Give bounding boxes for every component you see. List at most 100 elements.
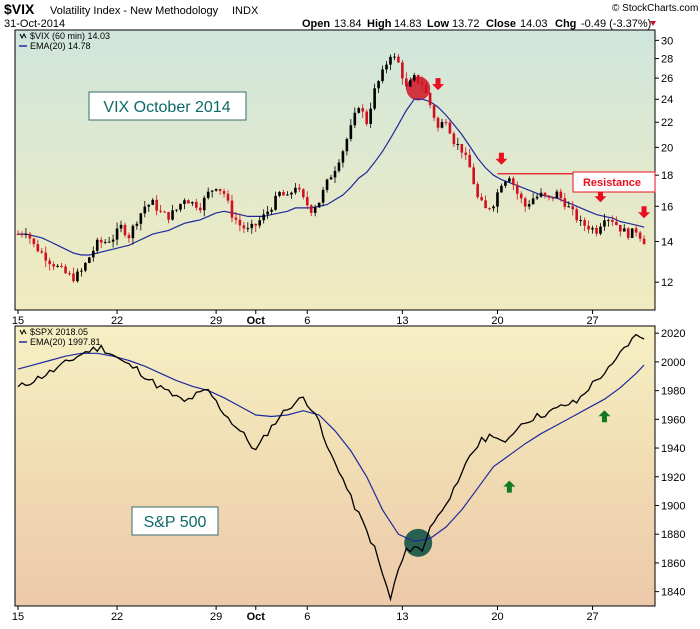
vix-candle: [500, 185, 503, 193]
vix-annotations: [406, 76, 651, 219]
vix-candle: [460, 144, 464, 153]
vix-candle: [91, 250, 95, 258]
vix-legend-price-swatch: [19, 32, 27, 40]
vix-candle: [191, 202, 194, 204]
y-tick-label: 1840: [661, 587, 685, 599]
vix-candle: [298, 187, 301, 190]
vix-down-arrow-icon: [432, 78, 445, 91]
vix-candle: [278, 191, 281, 196]
resistance-box: Resistance: [572, 171, 656, 193]
vix-candle: [357, 108, 361, 113]
vix-candle: [563, 198, 567, 207]
vix-candle: [401, 62, 404, 79]
vix-candle: [440, 122, 444, 128]
vix-candle: [218, 188, 222, 192]
vix-candle: [496, 192, 499, 207]
vix-candle: [294, 187, 297, 193]
vix-candle: [68, 273, 71, 275]
close-value: 14.03: [520, 18, 548, 30]
vix-candle: [309, 205, 313, 213]
vix-legend-price: $VIX (60 min) 14.03: [30, 31, 110, 41]
vix-candle: [436, 117, 440, 128]
vix-candle: [405, 78, 408, 87]
vix-candle: [638, 232, 642, 239]
spx-legend: $SPX 2018.05 EMA(20) 1997.81: [19, 327, 101, 347]
vix-candle: [571, 206, 575, 210]
vix-candle: [591, 227, 594, 230]
x-tick-label: 27: [586, 315, 598, 327]
spx-x-axis: 15 22 29 Oct 6 13 20 27: [12, 606, 599, 623]
vix-candle: [179, 203, 182, 210]
vix-peak-circle: [406, 76, 431, 101]
vix-title-frame: [88, 91, 247, 121]
vix-candle: [44, 252, 48, 261]
y-tick-label: 18: [661, 170, 673, 182]
vix-candle: [515, 184, 519, 194]
vix-candle: [575, 209, 579, 221]
vix-candle: [210, 190, 214, 192]
vix-candle: [290, 192, 293, 195]
vix-candle: [603, 220, 606, 227]
x-tick-label: 6: [304, 611, 310, 623]
vix-candle: [393, 56, 396, 58]
close-label: Close: [486, 18, 516, 30]
vix-candle: [52, 264, 55, 267]
vix-candle: [131, 225, 135, 239]
vix-candle: [519, 193, 523, 199]
y-tick-label: 1880: [661, 529, 685, 541]
x-tick-label: 29: [210, 315, 222, 327]
vix-candle: [242, 225, 246, 229]
vix-candle: [147, 204, 151, 207]
vix-candle: [119, 224, 123, 229]
vix-candle: [468, 154, 472, 168]
vix-candle: [238, 219, 242, 226]
x-tick-label: 15: [12, 315, 24, 327]
vix-candle: [250, 223, 254, 229]
spx-up-arrow-icon: [598, 410, 611, 423]
vix-candle: [99, 239, 103, 243]
vix-candle: [397, 56, 400, 63]
spx-title-frame: [131, 506, 219, 536]
vix-candle: [349, 125, 353, 139]
vix-candle: [476, 184, 479, 198]
vix-candle: [214, 188, 218, 191]
vix-candle: [559, 191, 563, 199]
vix-candle: [448, 122, 452, 134]
vix-candle: [254, 223, 258, 226]
vix-candle: [107, 241, 111, 243]
vix-candle: [420, 82, 424, 85]
spx-title: S&P 500: [144, 514, 207, 531]
spx-ema-layer: [17, 352, 645, 543]
vix-candle: [587, 225, 590, 230]
vix-candle: [305, 197, 309, 206]
vix-candle: [634, 228, 638, 233]
vix-candle: [456, 144, 460, 146]
spx-legend-price: $SPX 2018.05: [30, 327, 88, 337]
vix-candle: [262, 214, 265, 221]
vix-down-arrow-icon: [495, 152, 508, 165]
vix-candle: [389, 56, 392, 65]
vix-candle: [607, 220, 610, 222]
vix-candle: [381, 69, 384, 82]
vix-candle: [115, 228, 119, 240]
vix-candle: [151, 199, 155, 205]
vix-candle: [103, 241, 107, 243]
vix-candle: [547, 195, 551, 198]
y-tick-label: 1960: [661, 414, 685, 426]
x-tick-label: 13: [396, 611, 408, 623]
vix-candle: [226, 193, 230, 201]
vix-candle: [282, 191, 285, 196]
y-tick-label: 22: [661, 117, 673, 129]
vix-candle: [88, 257, 91, 263]
vix-candle: [385, 64, 388, 70]
vix-candle: [135, 223, 139, 226]
x-tick-label: 22: [111, 315, 123, 327]
vix-candle: [599, 226, 602, 234]
vix-candle: [123, 224, 127, 236]
vix-legend: $VIX (60 min) 14.03 EMA(20) 14.78: [19, 31, 110, 51]
spx-legend-ema: EMA(20) 1997.81: [30, 337, 101, 347]
vix-candle: [36, 244, 40, 252]
vix-candle: [72, 273, 75, 282]
vix-candle: [84, 262, 87, 271]
